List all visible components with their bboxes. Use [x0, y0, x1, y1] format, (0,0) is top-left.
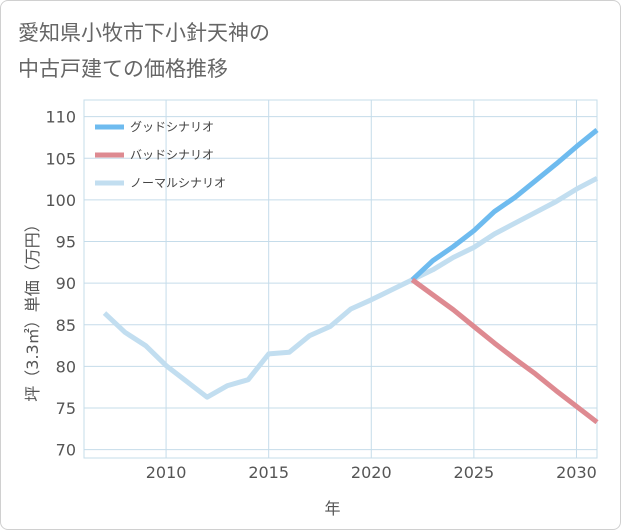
- chart-title: 愛知県小牧市下小針天神の 中古戸建ての価格推移: [18, 15, 270, 87]
- axes: 2010 2015 2020 2025 2030 70 75 80 85 90 95 100 105 11…: [23, 108, 597, 518]
- y-tick-label: 110: [45, 108, 76, 127]
- chart-title-line1: 愛知県小牧市下小針天神の: [18, 21, 270, 45]
- series-line-0: [410, 128, 599, 282]
- y-axis-title: 坪（3.3㎡）単価（万円）: [23, 216, 42, 401]
- y-tick-label: 85: [56, 316, 76, 335]
- x-tick-label: 2010: [146, 463, 187, 482]
- legend-label: バッドシナリオ: [130, 148, 214, 162]
- x-tick-label: 2020: [351, 463, 392, 482]
- grid-lines: [83, 99, 598, 459]
- y-tick-label: 105: [45, 149, 76, 168]
- y-tick-label: 75: [56, 399, 76, 418]
- y-tick-label: 70: [56, 441, 76, 460]
- x-tick-label: 2030: [556, 463, 597, 482]
- x-tick-label: 2015: [248, 463, 289, 482]
- chart-title-line2: 中古戸建ての価格推移: [18, 57, 228, 81]
- y-tick-label: 90: [56, 274, 76, 293]
- plot-frame: [83, 99, 598, 459]
- x-axis-title: 年: [324, 499, 340, 518]
- y-tick-label: 100: [45, 191, 76, 210]
- y-tick-label: 80: [56, 357, 76, 376]
- y-tick-label: 95: [56, 233, 76, 252]
- series-line-1: [410, 277, 599, 425]
- legend-label: グッドシナリオ: [130, 120, 214, 134]
- series-lines: [102, 128, 599, 425]
- x-tick-label: 2025: [454, 463, 495, 482]
- series-line-2: [102, 176, 599, 400]
- legend-label: ノーマルシナリオ: [130, 176, 226, 190]
